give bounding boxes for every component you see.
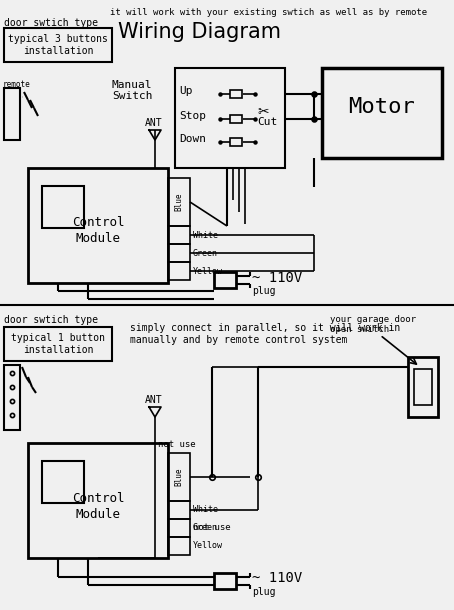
Text: Module: Module <box>75 232 120 245</box>
Bar <box>168 262 190 280</box>
Bar <box>4 327 112 361</box>
Text: Green: Green <box>193 248 218 257</box>
Text: White: White <box>193 506 218 514</box>
Text: ~ 110V: ~ 110V <box>252 571 302 585</box>
Bar <box>42 461 84 503</box>
Text: Switch: Switch <box>112 91 153 101</box>
Text: Motor: Motor <box>349 97 415 117</box>
Text: typical 3 buttons
installation: typical 3 buttons installation <box>8 34 108 56</box>
Text: Up: Up <box>179 86 192 96</box>
Bar <box>230 115 242 123</box>
Text: Module: Module <box>75 508 120 520</box>
Bar <box>4 28 112 62</box>
Text: Stop: Stop <box>179 111 206 121</box>
Text: Control: Control <box>72 217 124 229</box>
Bar <box>214 272 236 288</box>
Bar <box>168 226 190 244</box>
Text: simply connect in parallel, so it will work in
manually and by remote control sy: simply connect in parallel, so it will w… <box>130 323 400 345</box>
Text: remote: remote <box>3 80 31 89</box>
Text: Yellow: Yellow <box>193 267 223 276</box>
Bar <box>168 519 190 537</box>
Text: Yellow: Yellow <box>193 542 223 550</box>
Text: Control: Control <box>72 492 124 504</box>
Bar <box>42 186 84 228</box>
Bar <box>214 573 236 589</box>
Text: Down: Down <box>179 134 206 144</box>
Bar <box>408 357 438 417</box>
Bar <box>230 90 242 98</box>
Text: Blue: Blue <box>174 468 183 486</box>
Bar <box>4 365 20 430</box>
Text: ANT: ANT <box>145 395 163 405</box>
Text: Cut: Cut <box>257 117 277 127</box>
Bar <box>168 453 190 501</box>
Bar <box>168 501 190 519</box>
Bar <box>168 178 190 226</box>
Text: Wiring Diagram: Wiring Diagram <box>118 22 281 42</box>
Bar <box>4 88 20 140</box>
Text: typical 1 button
installation: typical 1 button installation <box>11 333 105 354</box>
Bar <box>168 244 190 262</box>
Bar <box>28 443 168 558</box>
Bar <box>168 537 190 555</box>
Text: plug: plug <box>252 587 276 597</box>
Text: |: | <box>22 96 23 98</box>
Text: not use: not use <box>193 523 231 533</box>
Bar <box>322 68 442 158</box>
Bar <box>230 138 242 146</box>
Text: ~ 110V: ~ 110V <box>252 271 302 285</box>
Text: it will work with your existing swtich as well as by remote: it will work with your existing swtich a… <box>110 8 427 17</box>
Text: Green: Green <box>193 523 218 533</box>
Text: not use: not use <box>158 440 196 449</box>
Text: door swtich type: door swtich type <box>4 18 98 28</box>
Text: White: White <box>193 231 218 240</box>
Text: plug: plug <box>252 286 276 296</box>
Text: your garage door
open switch: your garage door open switch <box>330 315 416 334</box>
Text: ✂: ✂ <box>257 105 269 119</box>
Text: ANT: ANT <box>145 118 163 128</box>
Bar <box>414 369 432 405</box>
Bar <box>28 168 168 283</box>
Text: Blue: Blue <box>174 193 183 211</box>
Text: Manual: Manual <box>112 80 153 90</box>
Bar <box>175 68 285 168</box>
Text: door swtich type: door swtich type <box>4 315 98 325</box>
